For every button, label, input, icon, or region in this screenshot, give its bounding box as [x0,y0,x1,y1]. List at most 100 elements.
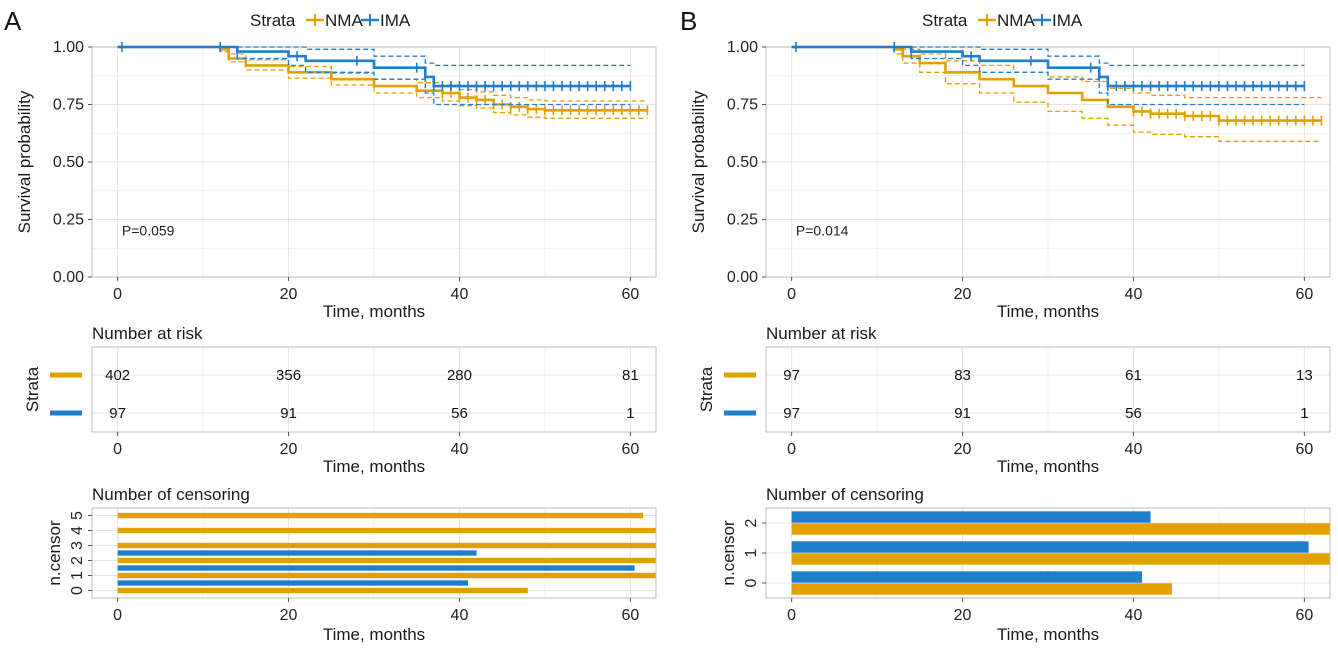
risk-table: Number at risk 402 356 280 81 97 91 56 1 Strata 0 2… [23,324,657,476]
ci-upper-ima [791,46,1305,67]
survival-curve-nma [791,45,1322,122]
censor-bar-nma [117,542,657,549]
x-tick-label: 40 [451,607,469,624]
legend-item-nma: NMA [997,11,1035,30]
y-tick-label: 0.25 [727,212,758,229]
legend-title: Strata [922,11,968,30]
risk-table-title: Number at risk [92,324,203,343]
censor-bar-ima [117,565,635,571]
x-tick-label: 60 [621,441,639,458]
y-tick-label: 0 [69,586,86,595]
y-tick-label: 0.75 [53,97,84,114]
y-tick-label: 3 [69,541,86,550]
x-tick-label: 20 [280,286,298,303]
y-tick-label: 0.50 [727,154,758,171]
ci-upper-nma [117,46,648,102]
censor-bar-nma [117,527,657,534]
risk-count: 1 [626,405,634,422]
risk-count: 97 [109,405,126,422]
y-tick-label: 1 [69,571,86,580]
y-tick-label: 0.00 [727,269,758,286]
y-tick-label: 1.00 [53,39,84,56]
x-tick-label: 60 [1295,441,1313,458]
censor-bar-nma [117,572,657,579]
censoring-y-label: n.censor [719,520,738,586]
censor-bar-ima [791,541,1309,553]
x-tick-label: 40 [451,441,469,458]
y-tick-label: 0 [743,578,760,587]
x-tick-label: 20 [954,441,972,458]
panel-label: A [4,6,22,36]
x-tick-label: 20 [954,607,972,624]
risk-row-swatch-nma [724,372,756,378]
risk-count: 402 [105,367,130,384]
censoring-title: Number of censoring [92,485,250,504]
p-value: P=0.059 [122,223,175,239]
x-tick-label: 40 [1125,607,1143,624]
risk-count: 13 [1296,367,1313,384]
y-axis-label: Survival probability [15,90,34,233]
censoring-y-label: n.censor [45,520,64,586]
censor-bar-nma [117,557,657,564]
x-axis-label: Time, months [323,302,425,321]
p-value: P=0.014 [796,223,849,239]
risk-row-swatch-nma [50,372,82,378]
censoring-plot: Number of censoring 0 1 2 3 4 5 0 20 40 60 Time, mo… [45,485,657,644]
panel-label: B [680,6,697,36]
y-tick-label: 0.25 [53,212,84,229]
km-plot: 0.00 0.25 0.50 0.75 1.00 0 20 40 60 Time, months S… [689,39,1331,321]
y-tick-label: 0.50 [53,154,84,171]
y-tick-label: 2 [743,518,760,527]
risk-count: 91 [280,405,297,422]
y-axis-label: Survival probability [689,90,708,233]
y-tick-label: 2 [69,556,86,565]
x-tick-label: 60 [621,286,639,303]
risk-count: 81 [622,367,639,384]
ci-lower-nma [791,46,1322,142]
y-tick-label: 4 [69,526,86,535]
censor-bar-ima [117,580,469,586]
x-tick-label: 40 [1125,441,1143,458]
x-tick-label: 40 [451,286,469,303]
risk-row-swatch-ima [724,410,756,416]
x-tick-label: 60 [1295,286,1313,303]
ci-upper-ima [117,46,631,67]
x-axis-label: Time, months [997,457,1099,476]
x-tick-label: 0 [787,441,796,458]
risk-count: 356 [276,367,301,384]
x-tick-label: 0 [113,607,122,624]
censor-bar-nma [117,512,644,519]
risk-y-label: Strata [23,366,42,412]
ci-upper-nma [791,46,1322,99]
legend-title: Strata [250,11,296,30]
risk-row-swatch-ima [50,410,82,416]
y-tick-label: 0.00 [53,269,84,286]
x-tick-label: 40 [1125,286,1143,303]
censor-bar-nma [117,587,528,594]
legend-item-ima: IMA [380,11,411,30]
risk-count: 97 [783,405,800,422]
ci-lower-nma [117,46,648,119]
x-tick-label: 20 [280,607,298,624]
censoring-frame [91,507,657,599]
x-axis-label: Time, months [323,625,425,644]
risk-count: 56 [1125,405,1142,422]
y-tick-label: 0.75 [727,97,758,114]
legend: Strata NMA IMA [250,11,411,30]
x-tick-label: 0 [113,441,122,458]
y-tick-label: 5 [69,511,86,520]
x-tick-label: 0 [787,607,796,624]
risk-count: 280 [447,367,472,384]
risk-table: Number at risk 97 83 61 13 97 91 56 1 Strata 0 20 40… [697,324,1331,476]
censoring-title: Number of censoring [766,485,924,504]
x-axis-label: Time, months [997,625,1099,644]
risk-y-label: Strata [697,366,716,412]
risk-count: 56 [451,405,468,422]
censor-bar-nma [791,583,1172,595]
x-tick-label: 20 [280,441,298,458]
risk-count: 61 [1125,367,1142,384]
x-tick-label: 0 [113,286,122,303]
